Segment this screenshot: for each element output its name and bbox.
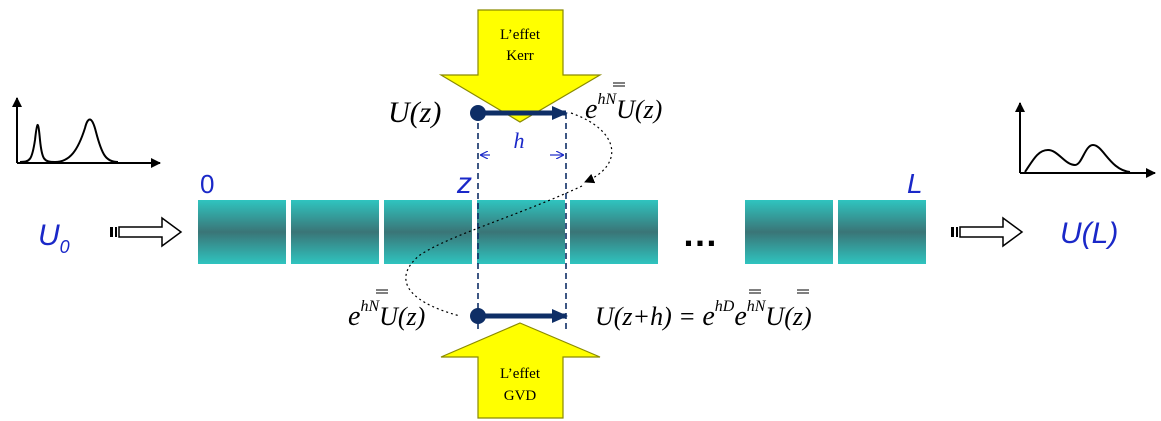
- gvd-label-line1: L’effet: [500, 366, 541, 382]
- fiber-segment: [838, 200, 926, 264]
- svg-text:U(z+h) = ehDehNU(z): U(z+h) = ehDehNU(z): [595, 298, 812, 332]
- gvd-label-line2: GVD: [504, 388, 537, 404]
- kerr-label-line2: Kerr: [506, 48, 533, 64]
- step-label: h: [514, 128, 525, 153]
- transfer-path-bottom: [405, 185, 583, 317]
- fiber-segments: [198, 200, 926, 264]
- svg-text:ehNU(z): ehNU(z): [348, 298, 425, 332]
- math-uz-left: U(z): [388, 96, 441, 129]
- kerr-down-arrow-icon: L’effet Kerr: [438, 9, 603, 123]
- fiber-segment: [384, 200, 472, 264]
- input-pulse-graph-icon: [12, 97, 161, 168]
- position-start-label: 0: [200, 169, 214, 199]
- math-bottom-right: U(z+h) = ehDehNU(z): [595, 289, 812, 332]
- position-end-label: L: [907, 168, 923, 199]
- fiber-segment: [477, 200, 565, 264]
- math-top-right: ehNU(z): [585, 82, 662, 125]
- fiber-segment: [570, 200, 658, 264]
- fiber-segment: [745, 200, 833, 264]
- gvd-up-arrow-icon: L’effet GVD: [440, 322, 601, 419]
- position-z-label: z: [456, 167, 472, 200]
- math-bottom-left: ehNU(z): [348, 289, 425, 332]
- output-label: U(L): [1060, 217, 1118, 250]
- input-block-arrow-icon: [110, 216, 183, 248]
- output-block-arrow-icon: [951, 216, 1024, 248]
- svg-text:ehNU(z): ehNU(z): [585, 91, 662, 125]
- kerr-label-line1: L’effet: [500, 27, 541, 43]
- input-label: U0: [38, 219, 70, 257]
- fiber-segment: [291, 200, 379, 264]
- step-dimension: h: [481, 128, 563, 155]
- output-pulse-graph-icon: [1015, 102, 1156, 178]
- transfer-path-top: [570, 112, 613, 184]
- fiber-segment: [198, 200, 286, 264]
- segment-ellipsis: …: [682, 213, 718, 254]
